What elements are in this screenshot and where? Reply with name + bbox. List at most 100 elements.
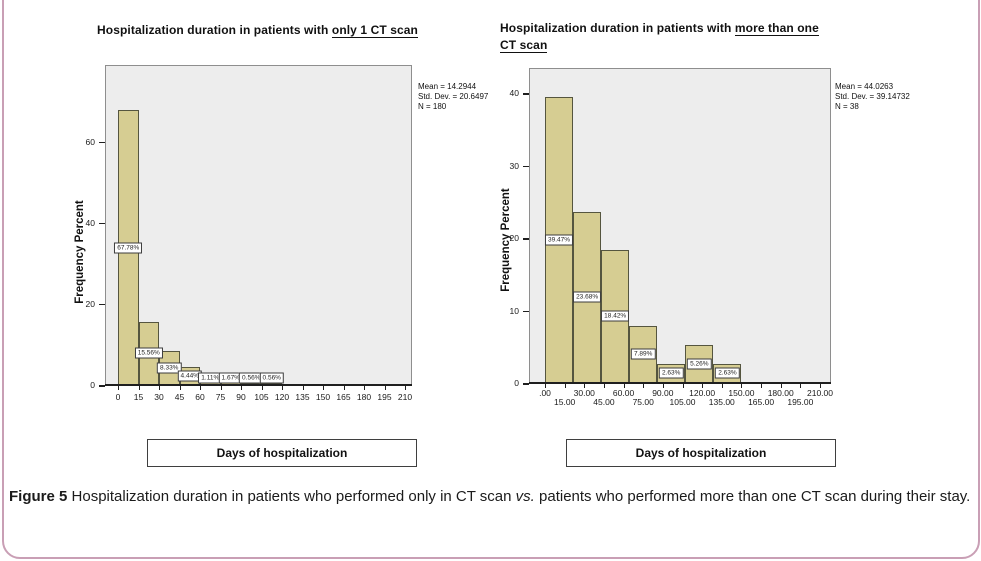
y-tick xyxy=(523,93,529,95)
stats-line-stddev: Std. Dev. = 20.6497 xyxy=(418,92,489,101)
y-tick-label: 30 xyxy=(509,160,519,171)
stats-line-mean: Mean = 44.0263 xyxy=(835,82,894,91)
x-tick-label: 180 xyxy=(356,392,372,402)
x-tick xyxy=(800,384,802,388)
x-tick-label: 30 xyxy=(154,392,164,402)
x-tick-label: 105 xyxy=(254,392,269,402)
y-tick xyxy=(99,303,105,306)
x-axis-line xyxy=(529,382,831,384)
bar-value-label: 2.63% xyxy=(659,367,684,379)
x-tick xyxy=(643,384,645,388)
x-tick-label: 180.00 xyxy=(767,388,794,398)
y-tick xyxy=(523,383,529,385)
x-axis-line xyxy=(105,384,412,386)
x-tick xyxy=(282,386,283,390)
caption-vs: vs. xyxy=(515,488,535,505)
y-tick-label: 20 xyxy=(509,233,519,244)
caption-text-2: patients who performed more than one CT … xyxy=(539,488,971,505)
stats-line-n: N = 38 xyxy=(835,102,859,111)
y-tick xyxy=(99,222,105,225)
x-tick-label: 90.00 xyxy=(652,388,674,398)
bar-value-label: 7.89% xyxy=(630,348,656,360)
right-chart-title-underlined-2: CT scan xyxy=(500,38,548,53)
figure-caption: Figure 5 Hospitalization duration in pat… xyxy=(9,486,972,508)
x-tick xyxy=(820,384,821,388)
x-tick-label: 60 xyxy=(195,392,205,402)
x-tick xyxy=(364,386,365,390)
x-tick xyxy=(741,384,743,388)
x-tick-label: 195 xyxy=(377,392,392,402)
x-tick xyxy=(682,384,684,388)
y-tick xyxy=(523,165,529,168)
y-tick xyxy=(523,310,529,313)
x-tick-label: 135.00 xyxy=(708,397,735,407)
stats-line-stddev: Std. Dev. = 39.14732 xyxy=(835,92,910,101)
bar-value-label: 2.63% xyxy=(715,367,740,379)
y-tick xyxy=(523,238,529,240)
x-tick xyxy=(721,384,723,388)
x-tick xyxy=(603,384,605,388)
left-chart-title-underlined: only 1 CT scan xyxy=(331,23,418,38)
bar-value-label: 18.42% xyxy=(601,310,630,322)
caption-text-1: Hospitalization duration in patients who… xyxy=(71,488,512,505)
bar-value-label: 8.33% xyxy=(157,362,182,374)
x-tick xyxy=(662,384,664,388)
left-chart-title: Hospitalization duration in patients wit… xyxy=(65,22,450,39)
x-tick xyxy=(343,386,345,390)
stats-line-mean: Mean = 14.2944 xyxy=(418,82,477,91)
x-tick-label: 30.00 xyxy=(573,388,595,398)
y-tick-label: 0 xyxy=(514,378,519,388)
left-y-axis-label: Frequency Percent xyxy=(74,200,86,304)
bar-value-label: 67.78% xyxy=(114,242,143,254)
y-tick xyxy=(99,141,105,144)
x-tick-label: 120.00 xyxy=(689,388,716,398)
bar-value-label: 0.56% xyxy=(259,372,284,384)
x-tick-label: 15.00 xyxy=(554,397,576,407)
x-tick-label: 0 xyxy=(115,392,121,402)
x-tick xyxy=(780,384,782,388)
x-tick-label: 165.00 xyxy=(748,397,775,407)
x-tick xyxy=(241,386,242,390)
bar-value-label: 15.56% xyxy=(134,347,163,359)
right-stats-box: Mean = 44.0263 Std. Dev. = 39.14732 N = … xyxy=(835,82,910,112)
x-tick-label: 150 xyxy=(315,392,331,402)
left-x-axis-title-box: Days of hospitalization xyxy=(147,439,417,467)
y-tick-label: 60 xyxy=(85,136,95,147)
right-x-axis-title-box: Days of hospitalization xyxy=(566,439,836,467)
x-tick-label: 165 xyxy=(336,392,351,402)
x-tick xyxy=(261,386,263,390)
x-tick-label: 60.00 xyxy=(612,388,635,398)
x-tick-label: 210.00 xyxy=(807,388,833,398)
x-tick xyxy=(118,386,119,390)
x-tick-label: 75 xyxy=(215,392,226,402)
x-tick-label: 210 xyxy=(397,392,413,402)
y-tick-label: 20 xyxy=(85,298,95,309)
x-tick-label: 75.00 xyxy=(632,397,654,407)
x-tick-label: 105.00 xyxy=(669,397,696,407)
y-tick-label: 40 xyxy=(85,217,95,228)
y-tick-label: 40 xyxy=(509,88,519,99)
x-tick xyxy=(761,384,763,388)
bar-value-label: 39.47% xyxy=(544,234,574,246)
x-tick-label: 135 xyxy=(295,392,310,402)
bar-value-label: 23.68% xyxy=(573,291,602,303)
x-tick-label: .00 xyxy=(539,388,551,398)
x-tick xyxy=(405,386,406,390)
x-tick xyxy=(220,386,222,390)
x-tick-label: 15 xyxy=(133,392,144,402)
x-tick xyxy=(323,386,324,390)
x-tick xyxy=(138,386,140,390)
y-tick-label: 0 xyxy=(90,380,95,390)
x-tick xyxy=(564,384,566,388)
x-tick-label: 195.00 xyxy=(787,397,814,407)
bar-value-label: 5.26% xyxy=(687,358,712,370)
x-tick-label: 45 xyxy=(174,392,185,402)
x-tick xyxy=(200,386,201,390)
right-chart-title-text: Hospitalization duration in patients wit… xyxy=(500,21,735,35)
y-tick xyxy=(99,385,105,387)
x-tick-label: 150.00 xyxy=(728,388,755,398)
x-tick-label: 45.00 xyxy=(593,397,615,407)
x-tick-label: 90 xyxy=(236,392,246,402)
right-chart-title: Hospitalization duration in patients wit… xyxy=(500,20,900,54)
